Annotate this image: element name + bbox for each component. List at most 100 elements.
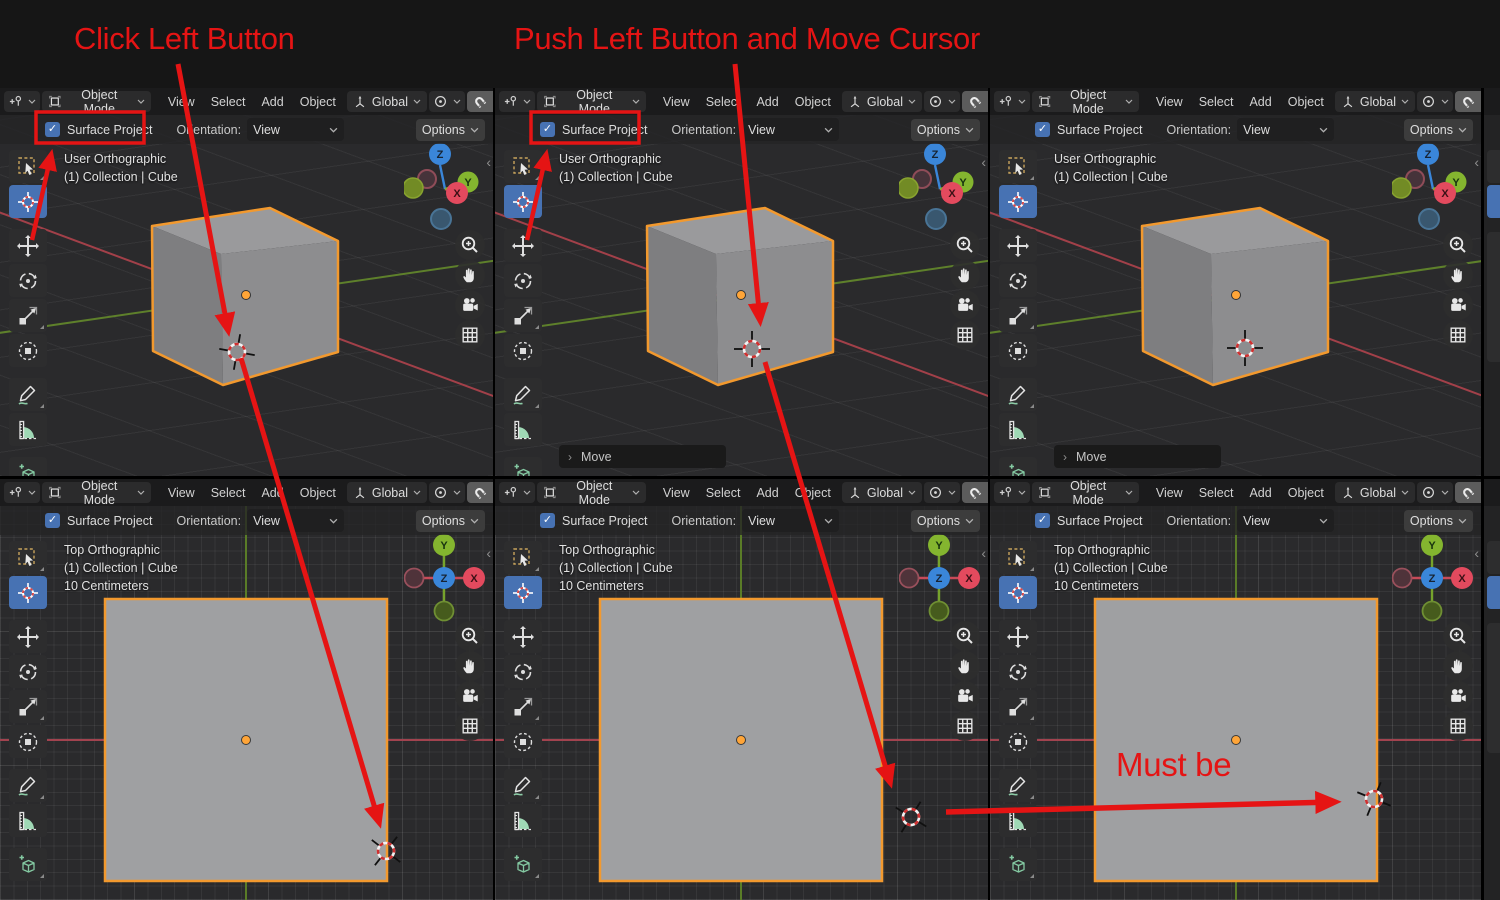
menu-view[interactable]: View [1155, 94, 1183, 109]
move-tool-button[interactable] [504, 229, 542, 262]
snap-magnet-button[interactable] [1455, 482, 1481, 503]
menu-view[interactable]: View [167, 485, 195, 500]
transform-orientation-dropdown[interactable]: Global [1334, 91, 1415, 112]
camera-view-button[interactable] [1443, 681, 1473, 711]
cube-object[interactable] [990, 88, 1481, 476]
cursor-tool-button[interactable] [504, 576, 542, 609]
editor-type-button[interactable] [994, 91, 1030, 112]
transform-tool-button[interactable] [9, 725, 47, 758]
sidebar-collapse-chevron[interactable]: ‹ [486, 545, 491, 561]
nav-gizmo-icon[interactable]: Y X Z [404, 533, 488, 625]
surface-project-checkbox[interactable]: ✓ Surface Project [1035, 122, 1142, 137]
camera-view-button[interactable] [455, 290, 485, 320]
transform-orientation-dropdown[interactable]: Global [346, 482, 427, 503]
select-box-tool-button[interactable] [9, 541, 47, 574]
camera-view-button[interactable] [950, 681, 980, 711]
proportional-editing-button[interactable] [429, 482, 465, 503]
camera-view-button[interactable] [455, 681, 485, 711]
pan-button[interactable] [1443, 651, 1473, 681]
add-cube-tool-button[interactable] [999, 848, 1037, 881]
transform-orientation-dropdown[interactable]: Global [841, 91, 922, 112]
cursor-tool-button[interactable] [9, 185, 47, 218]
surface-project-checkbox[interactable]: ✓ Surface Project [45, 122, 152, 137]
menu-view[interactable]: View [1155, 485, 1183, 500]
move-operator-panel[interactable]: › Move [1054, 445, 1221, 468]
sidebar-collapse-chevron[interactable]: ‹ [486, 154, 491, 170]
zoom-button[interactable] [455, 230, 485, 260]
sidebar-collapse-chevron[interactable]: ‹ [1474, 154, 1479, 170]
snap-magnet-button[interactable] [962, 91, 988, 112]
menu-select[interactable]: Select [210, 485, 246, 500]
orientation-dropdown[interactable]: View [742, 509, 840, 532]
options-dropdown[interactable]: Options [1403, 509, 1473, 532]
editor-type-button[interactable] [994, 482, 1030, 503]
proportional-editing-button[interactable] [429, 91, 465, 112]
rotate-tool-button[interactable] [999, 655, 1037, 688]
select-box-tool-button[interactable] [9, 150, 47, 183]
select-box-tool-button[interactable] [504, 541, 542, 574]
sidebar-collapse-chevron[interactable]: ‹ [981, 545, 986, 561]
menu-add[interactable]: Add [1249, 485, 1272, 500]
transform-tool-button[interactable] [999, 334, 1037, 367]
object-mode-dropdown[interactable]: Object Mode [42, 479, 151, 507]
add-cube-tool-button[interactable] [999, 457, 1037, 476]
proportional-editing-button[interactable] [1417, 91, 1453, 112]
menu-add[interactable]: Add [756, 485, 779, 500]
toggle-ortho-grid-button[interactable] [455, 320, 485, 350]
add-cube-tool-button[interactable] [504, 848, 542, 881]
menu-add[interactable]: Add [261, 94, 284, 109]
select-box-tool-button[interactable] [999, 150, 1037, 183]
menu-object[interactable]: Object [1287, 94, 1324, 109]
move-operator-panel[interactable]: › Move [559, 445, 726, 468]
proportional-editing-button[interactable] [924, 482, 960, 503]
zoom-button[interactable] [950, 230, 980, 260]
add-cube-tool-button[interactable] [504, 457, 542, 476]
select-box-tool-button[interactable] [504, 150, 542, 183]
rotate-tool-button[interactable] [504, 264, 542, 297]
orientation-dropdown[interactable]: View [742, 118, 840, 141]
surface-project-checkbox[interactable]: ✓ Surface Project [1035, 513, 1142, 528]
rotate-tool-button[interactable] [999, 264, 1037, 297]
options-dropdown[interactable]: Options [1403, 118, 1473, 141]
transform-orientation-dropdown[interactable]: Global [1334, 482, 1415, 503]
move-tool-button[interactable] [999, 229, 1037, 262]
snap-magnet-button[interactable] [1455, 91, 1481, 112]
rotate-tool-button[interactable] [9, 655, 47, 688]
camera-view-button[interactable] [1443, 290, 1473, 320]
menu-select[interactable]: Select [705, 94, 741, 109]
annotate-tool-button[interactable] [9, 769, 47, 802]
transform-tool-button[interactable] [9, 334, 47, 367]
annotate-tool-button[interactable] [9, 378, 47, 411]
scale-tool-button[interactable] [9, 299, 47, 332]
menu-add[interactable]: Add [756, 94, 779, 109]
editor-type-button[interactable] [4, 482, 40, 503]
annotate-tool-button[interactable] [999, 378, 1037, 411]
camera-view-button[interactable] [950, 290, 980, 320]
toggle-ortho-grid-button[interactable] [1443, 711, 1473, 741]
orientation-dropdown[interactable]: View [1237, 509, 1335, 532]
cursor-tool-button[interactable] [504, 185, 542, 218]
menu-object[interactable]: Object [299, 94, 336, 109]
annotate-tool-button[interactable] [504, 769, 542, 802]
editor-type-button[interactable] [499, 482, 535, 503]
measure-tool-button[interactable] [9, 413, 47, 446]
zoom-button[interactable] [1443, 621, 1473, 651]
measure-tool-button[interactable] [504, 804, 542, 837]
sidebar-collapse-chevron[interactable]: ‹ [1474, 545, 1479, 561]
cursor-tool-button[interactable] [999, 576, 1037, 609]
annotate-tool-button[interactable] [999, 769, 1037, 802]
object-mode-dropdown[interactable]: Object Mode [1032, 479, 1139, 507]
menu-object[interactable]: Object [794, 94, 831, 109]
nav-gizmo-icon[interactable]: Z Y X [899, 142, 983, 234]
annotate-tool-button[interactable] [504, 378, 542, 411]
proportional-editing-button[interactable] [1417, 482, 1453, 503]
pan-button[interactable] [455, 651, 485, 681]
add-cube-tool-button[interactable] [9, 457, 47, 476]
surface-project-checkbox[interactable]: ✓ Surface Project [45, 513, 152, 528]
zoom-button[interactable] [455, 621, 485, 651]
options-dropdown[interactable]: Options [910, 509, 980, 532]
proportional-editing-button[interactable] [924, 91, 960, 112]
transform-tool-button[interactable] [504, 725, 542, 758]
menu-select[interactable]: Select [1198, 94, 1234, 109]
snap-magnet-button[interactable] [962, 482, 988, 503]
